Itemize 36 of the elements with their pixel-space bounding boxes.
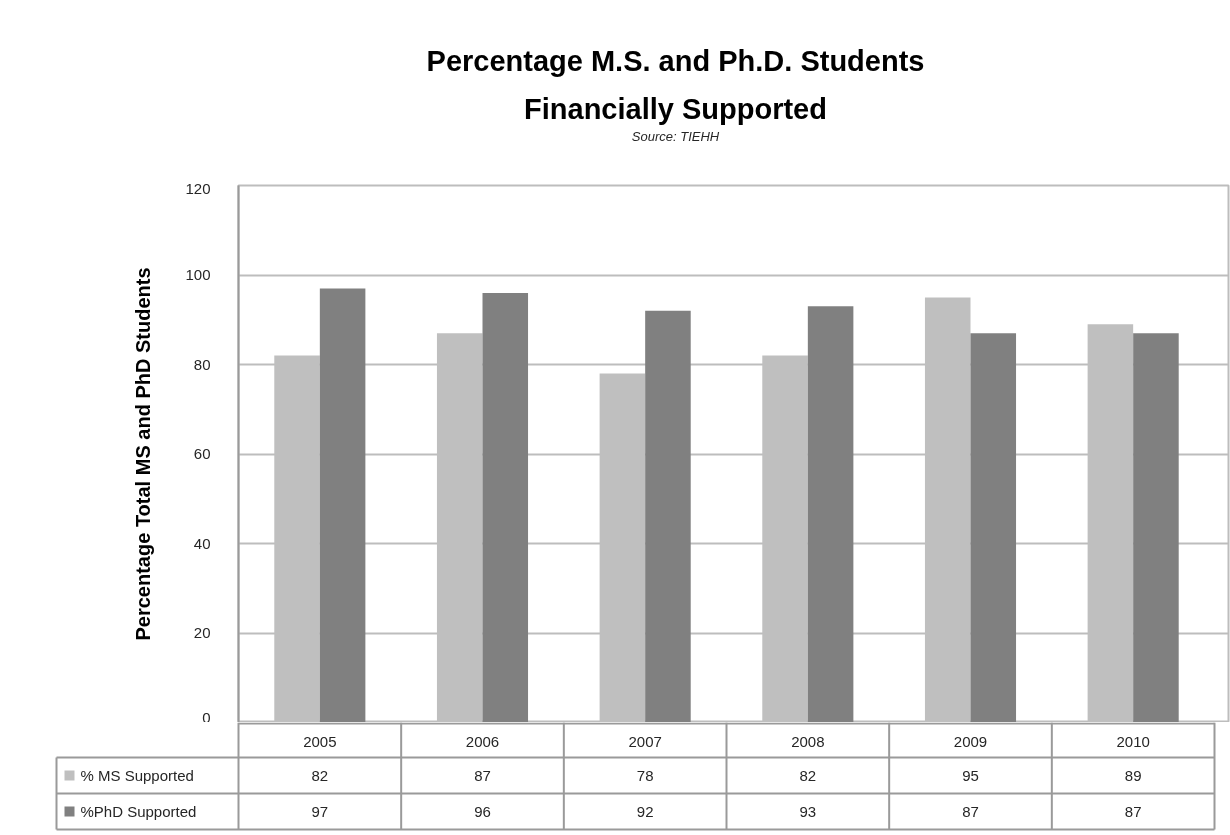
y-tick-label: 60 — [193, 445, 211, 462]
bar — [1133, 333, 1179, 722]
data-label: 87 — [1124, 802, 1142, 820]
x-tick-label: 2008 — [791, 732, 825, 750]
x-tick-label: 2010 — [1116, 732, 1150, 750]
data-label: 97 — [311, 802, 329, 820]
y-tick-label: 0 — [202, 708, 211, 726]
data-label: 96 — [474, 802, 491, 820]
source-note: Source: TIEHH — [631, 129, 720, 144]
x-tick-label: 2006 — [465, 732, 500, 750]
x-tick-label: 2009 — [953, 732, 988, 750]
bar — [970, 333, 1017, 722]
data-label: 87 — [962, 802, 979, 820]
chart-title: Percentage M.S. and Ph.D. Students Financially Supported — [426, 44, 925, 125]
y-tick-label: 40 — [193, 534, 211, 552]
data-label: 93 — [799, 802, 817, 820]
data-label: 92 — [636, 802, 654, 820]
x-tick-label: 2007 — [628, 732, 662, 750]
bar — [482, 292, 529, 722]
data-label: 82 — [311, 766, 329, 784]
data-label: 82 — [799, 766, 817, 784]
legend-label: %PhD Supported — [80, 803, 197, 820]
y-tick-label: 120 — [185, 179, 211, 197]
y-tick-label: 100 — [185, 266, 211, 283]
data-label: 89 — [1124, 766, 1142, 784]
x-tick-label: 2005 — [303, 732, 337, 750]
y-tick-label: 20 — [193, 624, 211, 641]
data-label: 78 — [636, 766, 654, 784]
data-label: 95 — [962, 766, 979, 784]
y-tick-label: 80 — [193, 355, 211, 373]
legend-label: % MS Supported — [80, 767, 194, 784]
data-label: 87 — [474, 766, 491, 784]
y-axis-title: Percentage Total MS and PhD Students — [132, 267, 155, 641]
bar — [319, 288, 366, 722]
bar — [645, 310, 691, 722]
bar — [807, 306, 854, 722]
